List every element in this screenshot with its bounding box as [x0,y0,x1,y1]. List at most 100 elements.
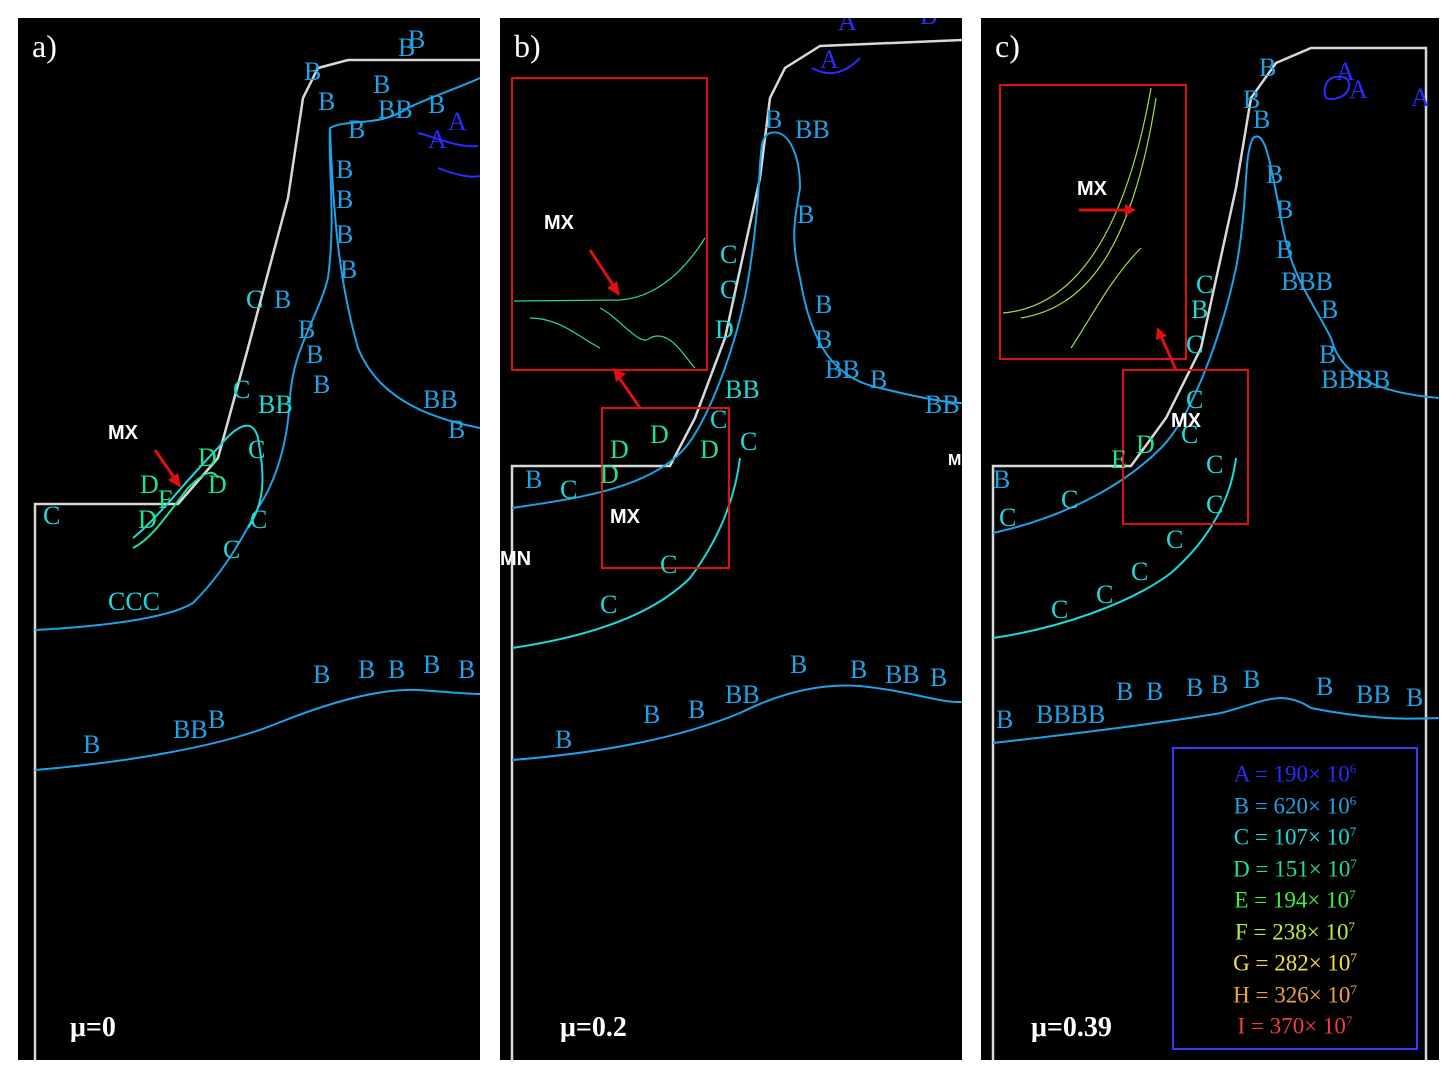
arrow-a [153,449,178,481]
legend-letter: A [1233,761,1250,787]
svg-text:B: B [313,660,330,689]
svg-text:D: D [1136,430,1155,459]
svg-text:A: A [1336,57,1355,86]
svg-text:BB: BB [423,385,458,414]
svg-text:B: B [815,290,832,319]
svg-text:B: B [1211,670,1228,699]
legend-exponent: 7 [1348,918,1356,934]
legend-mantissa: 282 [1274,950,1309,976]
svg-text:C: C [1186,385,1203,414]
svg-text:BBB: BBB [1281,267,1333,296]
svg-text:BB: BB [795,115,830,144]
legend-letter: F [1234,919,1248,945]
legend-entry-c: C = 107× 107 [1233,824,1357,850]
svg-text:B: B [336,155,353,184]
svg-text:A: A [448,107,467,136]
svg-text:D: D [138,505,157,534]
legend-exponent: 7 [1349,824,1357,839]
svg-text:BB: BB [825,355,860,384]
svg-text:B: B [340,255,357,284]
svg-text:B: B [1116,677,1133,706]
legend-letter: I [1237,1013,1246,1039]
panel-label-c: c) [995,28,1020,64]
contour-letters-cc: CBC CCC CCC CCC C [999,270,1223,624]
svg-text:C: C [720,240,737,269]
svg-text:C: C [248,435,265,464]
svg-text:B: B [448,415,465,444]
svg-text:C: C [1061,485,1078,514]
stress-legend: A = 190× 106 B = 620× 106 C = 107× 107 D = … [1172,747,1418,1050]
contour-letters-d-a: DDD DF [138,443,227,534]
svg-text:BBBB: BBBB [1036,700,1105,729]
svg-text:B: B [790,650,807,679]
legend-mantissa: 326 [1274,982,1309,1008]
legend-letter: G [1233,950,1250,976]
legend-letter: D [1233,856,1250,882]
svg-text:C: C [233,375,250,404]
svg-text:C: C [740,427,757,456]
legend-entry-i: I = 370× 107 [1237,1013,1353,1039]
svg-text:B: B [358,655,375,684]
panel-label-b: b) [514,28,541,64]
zoom-box-b [601,407,730,569]
svg-text:B: B [1406,683,1423,712]
svg-text:B: B [1146,677,1163,706]
svg-text:BB: BB [258,390,293,419]
svg-text:BB: BB [1356,680,1391,709]
legend-mantissa: 620 [1273,793,1309,819]
contour-c-b [511,457,741,649]
marker-fragment-b: M [948,452,962,469]
inset-contour-b [513,237,706,369]
svg-text:C: C [720,275,737,304]
legend-letter: E [1234,887,1249,913]
outline-b [510,38,962,1060]
svg-text:C: C [1206,450,1223,479]
svg-text:B: B [373,70,390,99]
legend-mantissa: 238 [1272,919,1307,945]
svg-text:BB: BB [885,660,920,689]
contour-c-c [992,457,1237,639]
legend-exponent: 6 [1349,792,1357,808]
svg-text:B: B [930,663,947,692]
legend-mantissa: 194 [1272,887,1308,913]
svg-text:F: F [158,485,172,514]
svg-text:B: B [408,25,425,54]
legend-entry-b: B = 620× 106 [1233,792,1357,819]
svg-text:D: D [715,315,734,344]
svg-text:BB: BB [173,715,208,744]
svg-text:B: B [428,90,445,119]
contour-b-upper-b [511,131,962,509]
inset-contour-c [1002,87,1157,349]
svg-text:B: B [1259,53,1276,82]
svg-text:A: A [1411,83,1430,112]
svg-text:B: B [1243,665,1260,694]
contour-letters-d-b: DDD D [600,420,719,489]
svg-text:B: B [83,730,100,759]
svg-text:B: B [1276,235,1293,264]
svg-text:B: B [458,655,475,684]
svg-text:B: B [850,655,867,684]
svg-text:B: B [304,57,321,86]
zoom-arrow-c [1159,335,1178,371]
svg-text:C: C [250,505,267,534]
legend-entry-d: D = 151× 107 [1233,855,1357,882]
contour-b-lower-b [511,684,962,761]
contour-a-a [417,132,480,178]
friction-label-c: μ=0.39 [1031,1012,1112,1043]
legend-letter: H [1233,982,1250,1008]
friction-label-a: μ=0 [70,1012,116,1043]
svg-text:B: B [306,340,323,369]
svg-text:C: C [1051,595,1068,624]
legend-entry-g: G = 282× 107 [1233,950,1357,976]
legend-mantissa: 370 [1269,1013,1305,1039]
svg-text:B: B [1321,295,1338,324]
svg-text:BB: BB [725,375,760,404]
svg-text:C: C [246,285,263,314]
svg-text:C: C [223,535,240,564]
inset-box-b [511,77,708,371]
svg-text:BBBB: BBBB [1321,365,1390,394]
panel-label-a: a) [32,28,57,64]
